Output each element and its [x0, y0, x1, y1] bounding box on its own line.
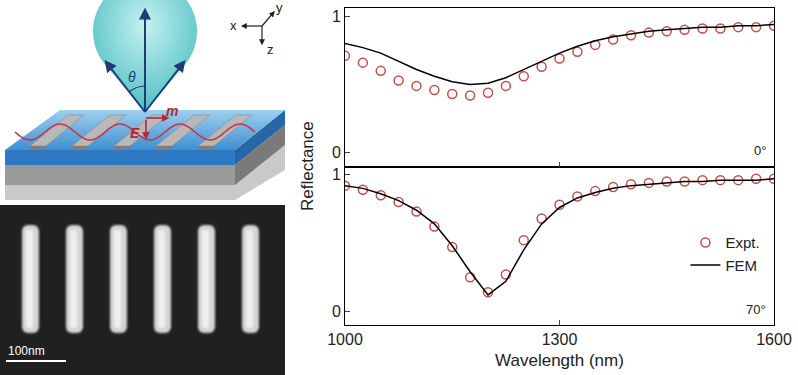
svg-text:70°: 70°	[746, 302, 766, 317]
svg-text:θ: θ	[128, 69, 136, 85]
svg-text:y: y	[276, 0, 283, 15]
svg-text:Expt.: Expt.	[725, 234, 759, 251]
svg-text:Reflectance: Reflectance	[298, 121, 317, 211]
svg-text:1: 1	[332, 8, 341, 25]
svg-text:1300: 1300	[542, 331, 578, 348]
svg-text:E: E	[130, 125, 140, 141]
svg-text:m: m	[166, 103, 178, 119]
svg-text:FEM: FEM	[725, 257, 757, 274]
svg-text:0: 0	[332, 303, 341, 320]
svg-text:100nm: 100nm	[8, 344, 45, 358]
svg-text:1600: 1600	[756, 331, 792, 348]
svg-text:Wavelength (nm): Wavelength (nm)	[495, 351, 624, 370]
svg-text:0°: 0°	[754, 143, 766, 158]
svg-text:1: 1	[332, 166, 341, 183]
svg-text:x: x	[230, 18, 237, 33]
svg-text:z: z	[267, 42, 274, 57]
svg-text:1000: 1000	[327, 331, 363, 348]
svg-text:0: 0	[332, 144, 341, 161]
